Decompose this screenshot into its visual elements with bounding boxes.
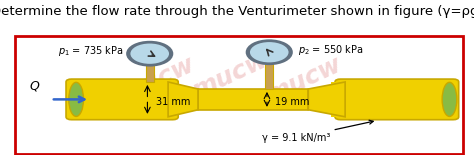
Text: mucw: mucw (188, 47, 272, 103)
Text: Determine the flow rate through the Venturimeter shown in figure (γ=ρg): Determine the flow rate through the Vent… (0, 5, 474, 18)
Circle shape (130, 44, 169, 64)
Bar (198, 89, 308, 110)
Bar (159, 82, 177, 117)
FancyBboxPatch shape (66, 79, 178, 120)
Bar (146, 64, 154, 82)
Text: mucw: mucw (262, 52, 346, 108)
FancyBboxPatch shape (335, 79, 459, 120)
Text: $p_2$ = 550 kPa: $p_2$ = 550 kPa (298, 43, 364, 57)
Polygon shape (309, 82, 345, 117)
Ellipse shape (69, 82, 83, 116)
Text: mucw: mucw (115, 52, 199, 108)
Text: 19 mm: 19 mm (275, 97, 310, 107)
Bar (265, 62, 273, 89)
Bar (331, 82, 350, 117)
Text: γ = 9.1 kN/m³: γ = 9.1 kN/m³ (263, 120, 373, 143)
Circle shape (127, 42, 172, 66)
Text: $p_1$ = 735 kPa: $p_1$ = 735 kPa (58, 44, 124, 58)
Ellipse shape (442, 82, 457, 116)
Circle shape (250, 42, 289, 62)
Text: 31 mm: 31 mm (155, 97, 190, 107)
Polygon shape (168, 82, 198, 117)
Text: Q: Q (30, 80, 40, 93)
Circle shape (247, 40, 292, 64)
